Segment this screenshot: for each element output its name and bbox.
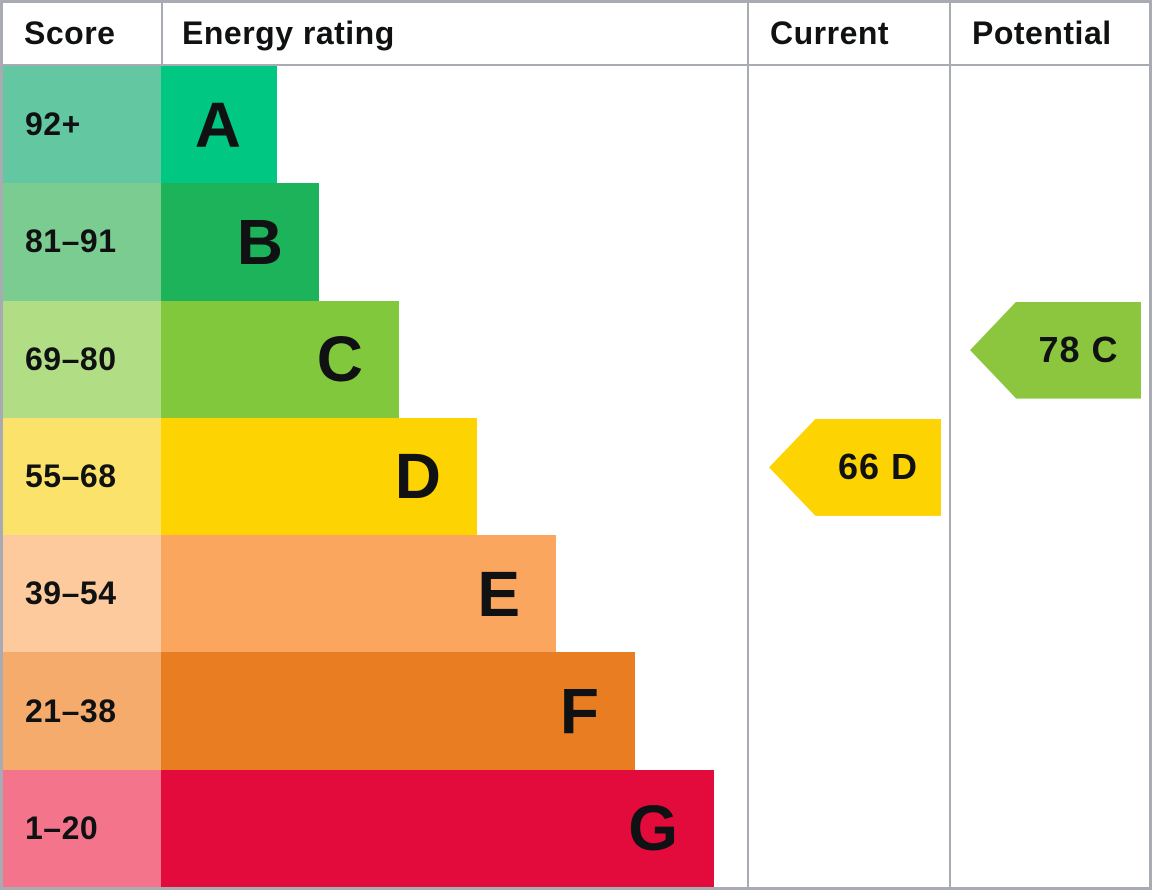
band-bar: C [161, 300, 399, 418]
header-current: Current [770, 15, 890, 51]
band-bar: E [161, 535, 556, 653]
band-score-range: 21–38 [3, 652, 161, 770]
band-row-e: 39–54 E [3, 535, 1149, 653]
divider-score-energy [161, 3, 163, 66]
band-score-range: 1–20 [3, 769, 161, 887]
current-rating-label: 66 D [837, 446, 919, 488]
band-row-d: 55–68 D [3, 417, 1149, 536]
header-score: Score [24, 15, 116, 51]
header-energy-rating: Energy rating [182, 15, 395, 51]
divider-current-potential [949, 3, 951, 887]
band-bar: F [161, 652, 635, 770]
potential-rating-arrow: 78 C [970, 301, 1141, 399]
divider-energy-current [747, 3, 749, 887]
band-bar: D [161, 417, 477, 536]
band-row-a: 92+ A [3, 66, 1149, 184]
chart-header: Score Energy rating Current Potential [3, 3, 1149, 66]
band-score-range: 69–80 [3, 300, 161, 418]
band-bar: G [161, 769, 714, 887]
band-score-range: 81–91 [3, 183, 161, 301]
band-score-range: 55–68 [3, 417, 161, 536]
band-row-b: 81–91 B [3, 183, 1149, 301]
band-row-g: 1–20 G [3, 769, 1149, 887]
band-score-range: 92+ [3, 66, 161, 184]
band-row-f: 21–38 F [3, 652, 1149, 770]
band-bar: B [161, 183, 319, 301]
header-potential: Potential [972, 15, 1112, 51]
potential-rating-label: 78 C [1038, 329, 1119, 371]
band-score-range: 39–54 [3, 535, 161, 653]
band-rows: 92+ A 81–91 B 69–80 C 55–68 D 39–54 E 21… [3, 66, 1149, 887]
band-bar: A [161, 66, 277, 184]
band-row-c: 69–80 C [3, 300, 1149, 418]
